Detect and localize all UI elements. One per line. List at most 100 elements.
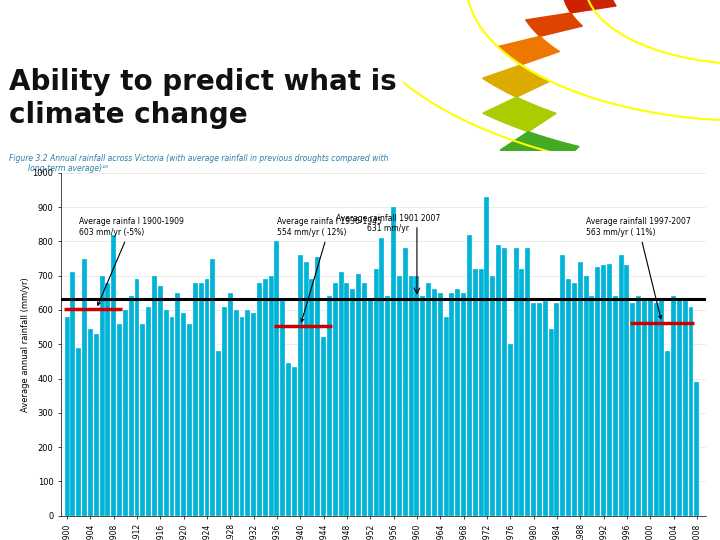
Bar — [82, 259, 87, 516]
Bar — [560, 255, 565, 516]
Bar — [496, 245, 501, 516]
Bar — [65, 317, 70, 516]
Bar — [607, 264, 612, 516]
Bar — [99, 275, 104, 516]
Bar — [344, 282, 349, 516]
Bar — [549, 329, 554, 516]
Bar — [123, 310, 128, 516]
Bar — [111, 234, 116, 516]
Bar — [240, 317, 245, 516]
Bar — [402, 248, 408, 516]
Bar — [158, 286, 163, 516]
Bar — [379, 238, 384, 516]
Polygon shape — [526, 13, 582, 36]
Bar — [234, 310, 238, 516]
Bar — [321, 338, 326, 516]
Bar — [216, 351, 221, 516]
Bar — [420, 296, 426, 516]
Bar — [613, 296, 618, 516]
Bar — [665, 351, 670, 516]
Bar — [146, 307, 151, 516]
Bar — [286, 363, 291, 516]
Bar — [71, 272, 76, 516]
Bar — [432, 289, 437, 516]
Bar — [351, 289, 355, 516]
Bar — [269, 275, 274, 516]
Bar — [362, 282, 367, 516]
Bar — [467, 234, 472, 516]
Bar — [163, 310, 168, 516]
Bar — [129, 296, 134, 516]
Bar — [526, 248, 530, 516]
Bar — [479, 269, 484, 516]
Bar — [409, 275, 413, 516]
Bar — [584, 275, 588, 516]
Bar — [444, 317, 449, 516]
Bar — [601, 265, 606, 516]
Bar — [490, 275, 495, 516]
Bar — [333, 282, 338, 516]
Bar — [368, 298, 373, 516]
Bar — [566, 279, 571, 516]
Bar — [654, 303, 659, 516]
Bar — [508, 345, 513, 516]
Text: Teacher Earth Science Education Programme: Teacher Earth Science Education Programm… — [9, 21, 324, 34]
Bar — [677, 300, 682, 516]
Bar — [630, 303, 635, 516]
Bar — [374, 269, 379, 516]
Bar — [199, 282, 204, 516]
Text: Average rainfa l 1900-1909
603 mm/yr (-5%): Average rainfa l 1900-1909 603 mm/yr (-5… — [78, 218, 184, 305]
Bar — [88, 329, 93, 516]
Bar — [618, 255, 624, 516]
Bar — [513, 248, 518, 516]
Text: Figure 3.2 Annual rainfall across Victoria (with average rainfall in previous dr: Figure 3.2 Annual rainfall across Victor… — [9, 154, 388, 173]
Polygon shape — [536, 167, 619, 200]
Bar — [193, 282, 198, 516]
Bar — [280, 301, 285, 516]
Bar — [181, 313, 186, 516]
Text: Average rainfa l 1936-1945
554 mm/yr ( 12%): Average rainfa l 1936-1945 554 mm/yr ( 1… — [277, 218, 382, 322]
Bar — [94, 334, 99, 516]
Bar — [595, 267, 600, 516]
Bar — [298, 255, 303, 516]
Bar — [117, 323, 122, 516]
Bar — [135, 279, 140, 516]
Text: Average rainfall 1997-2007
563 mm/yr ( 11%): Average rainfall 1997-2007 563 mm/yr ( 1… — [586, 218, 690, 319]
Polygon shape — [482, 65, 550, 97]
Bar — [554, 303, 559, 516]
Bar — [169, 317, 174, 516]
Text: Ability to predict what is
climate change: Ability to predict what is climate chang… — [9, 69, 397, 129]
Bar — [257, 282, 262, 516]
Bar — [531, 303, 536, 516]
Y-axis label: Average annual rainfall (mm/yr): Average annual rainfall (mm/yr) — [21, 277, 30, 411]
Bar — [356, 274, 361, 516]
Bar — [228, 293, 233, 516]
Bar — [694, 382, 699, 516]
Polygon shape — [500, 132, 579, 167]
Bar — [624, 265, 629, 516]
Polygon shape — [483, 97, 556, 132]
Bar — [590, 296, 595, 516]
Bar — [176, 293, 180, 516]
Bar — [187, 323, 192, 516]
Bar — [572, 282, 577, 516]
Bar — [415, 275, 420, 516]
Bar — [210, 259, 215, 516]
Bar — [304, 262, 309, 516]
Bar — [502, 248, 507, 516]
Bar — [455, 289, 460, 516]
Bar — [327, 296, 332, 516]
Polygon shape — [564, 0, 616, 13]
Bar — [642, 301, 647, 516]
Bar — [683, 301, 688, 516]
Bar — [577, 262, 582, 516]
Bar — [385, 296, 390, 516]
Bar — [274, 241, 279, 516]
Bar — [519, 269, 524, 516]
Bar — [222, 307, 227, 516]
Bar — [485, 197, 490, 516]
Bar — [204, 279, 210, 516]
Bar — [76, 348, 81, 516]
Bar — [537, 303, 542, 516]
Bar — [543, 301, 548, 516]
